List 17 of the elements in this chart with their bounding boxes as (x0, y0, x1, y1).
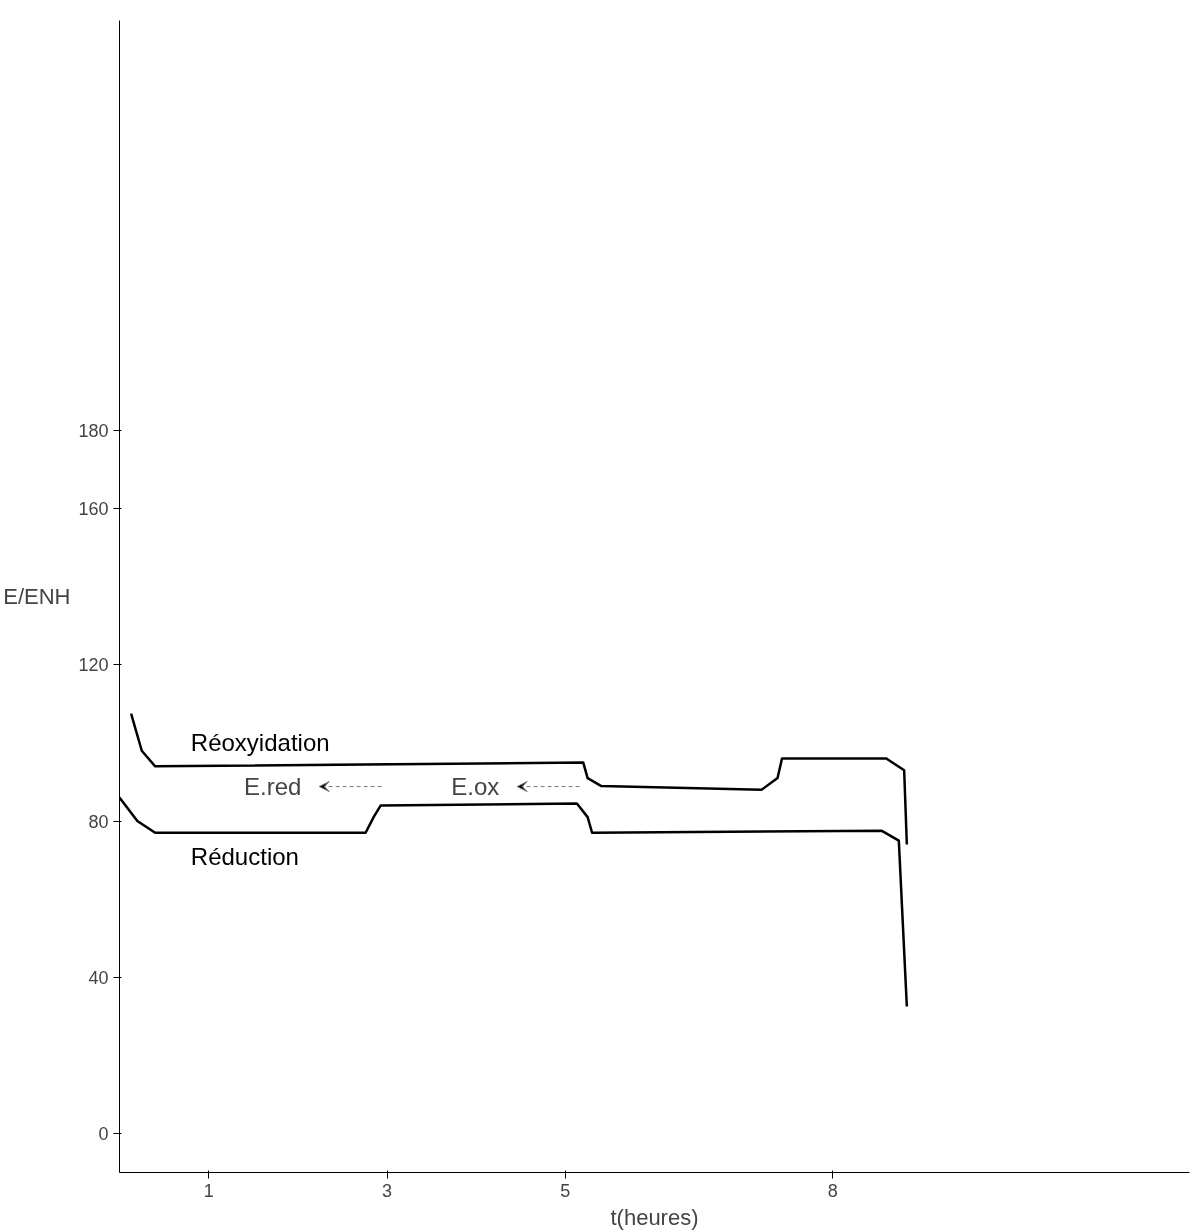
line-series (129, 712, 909, 846)
x-tick-label: 8 (827, 1180, 838, 1201)
y-tick-label: 180 (78, 421, 109, 442)
series-label: Réoxyidation (190, 729, 330, 757)
y-tick-label: 0 (98, 1123, 109, 1144)
y-axis-title: E/ENH (3, 584, 71, 609)
x-tick-label: 3 (381, 1180, 393, 1201)
x-tick-label: 1 (203, 1180, 214, 1201)
annotation: E.ox (451, 773, 500, 801)
y-tick-label: 40 (88, 967, 109, 988)
annotation: E.red (244, 773, 302, 801)
y-tick-label: 120 (78, 655, 109, 676)
x-axis-title: t(heures) (610, 1204, 699, 1230)
y-tick-label: 80 (88, 811, 109, 832)
x-tick-label: 5 (560, 1180, 571, 1201)
y-tick-label: 160 (78, 499, 109, 520)
series-label: Réduction (190, 842, 299, 870)
